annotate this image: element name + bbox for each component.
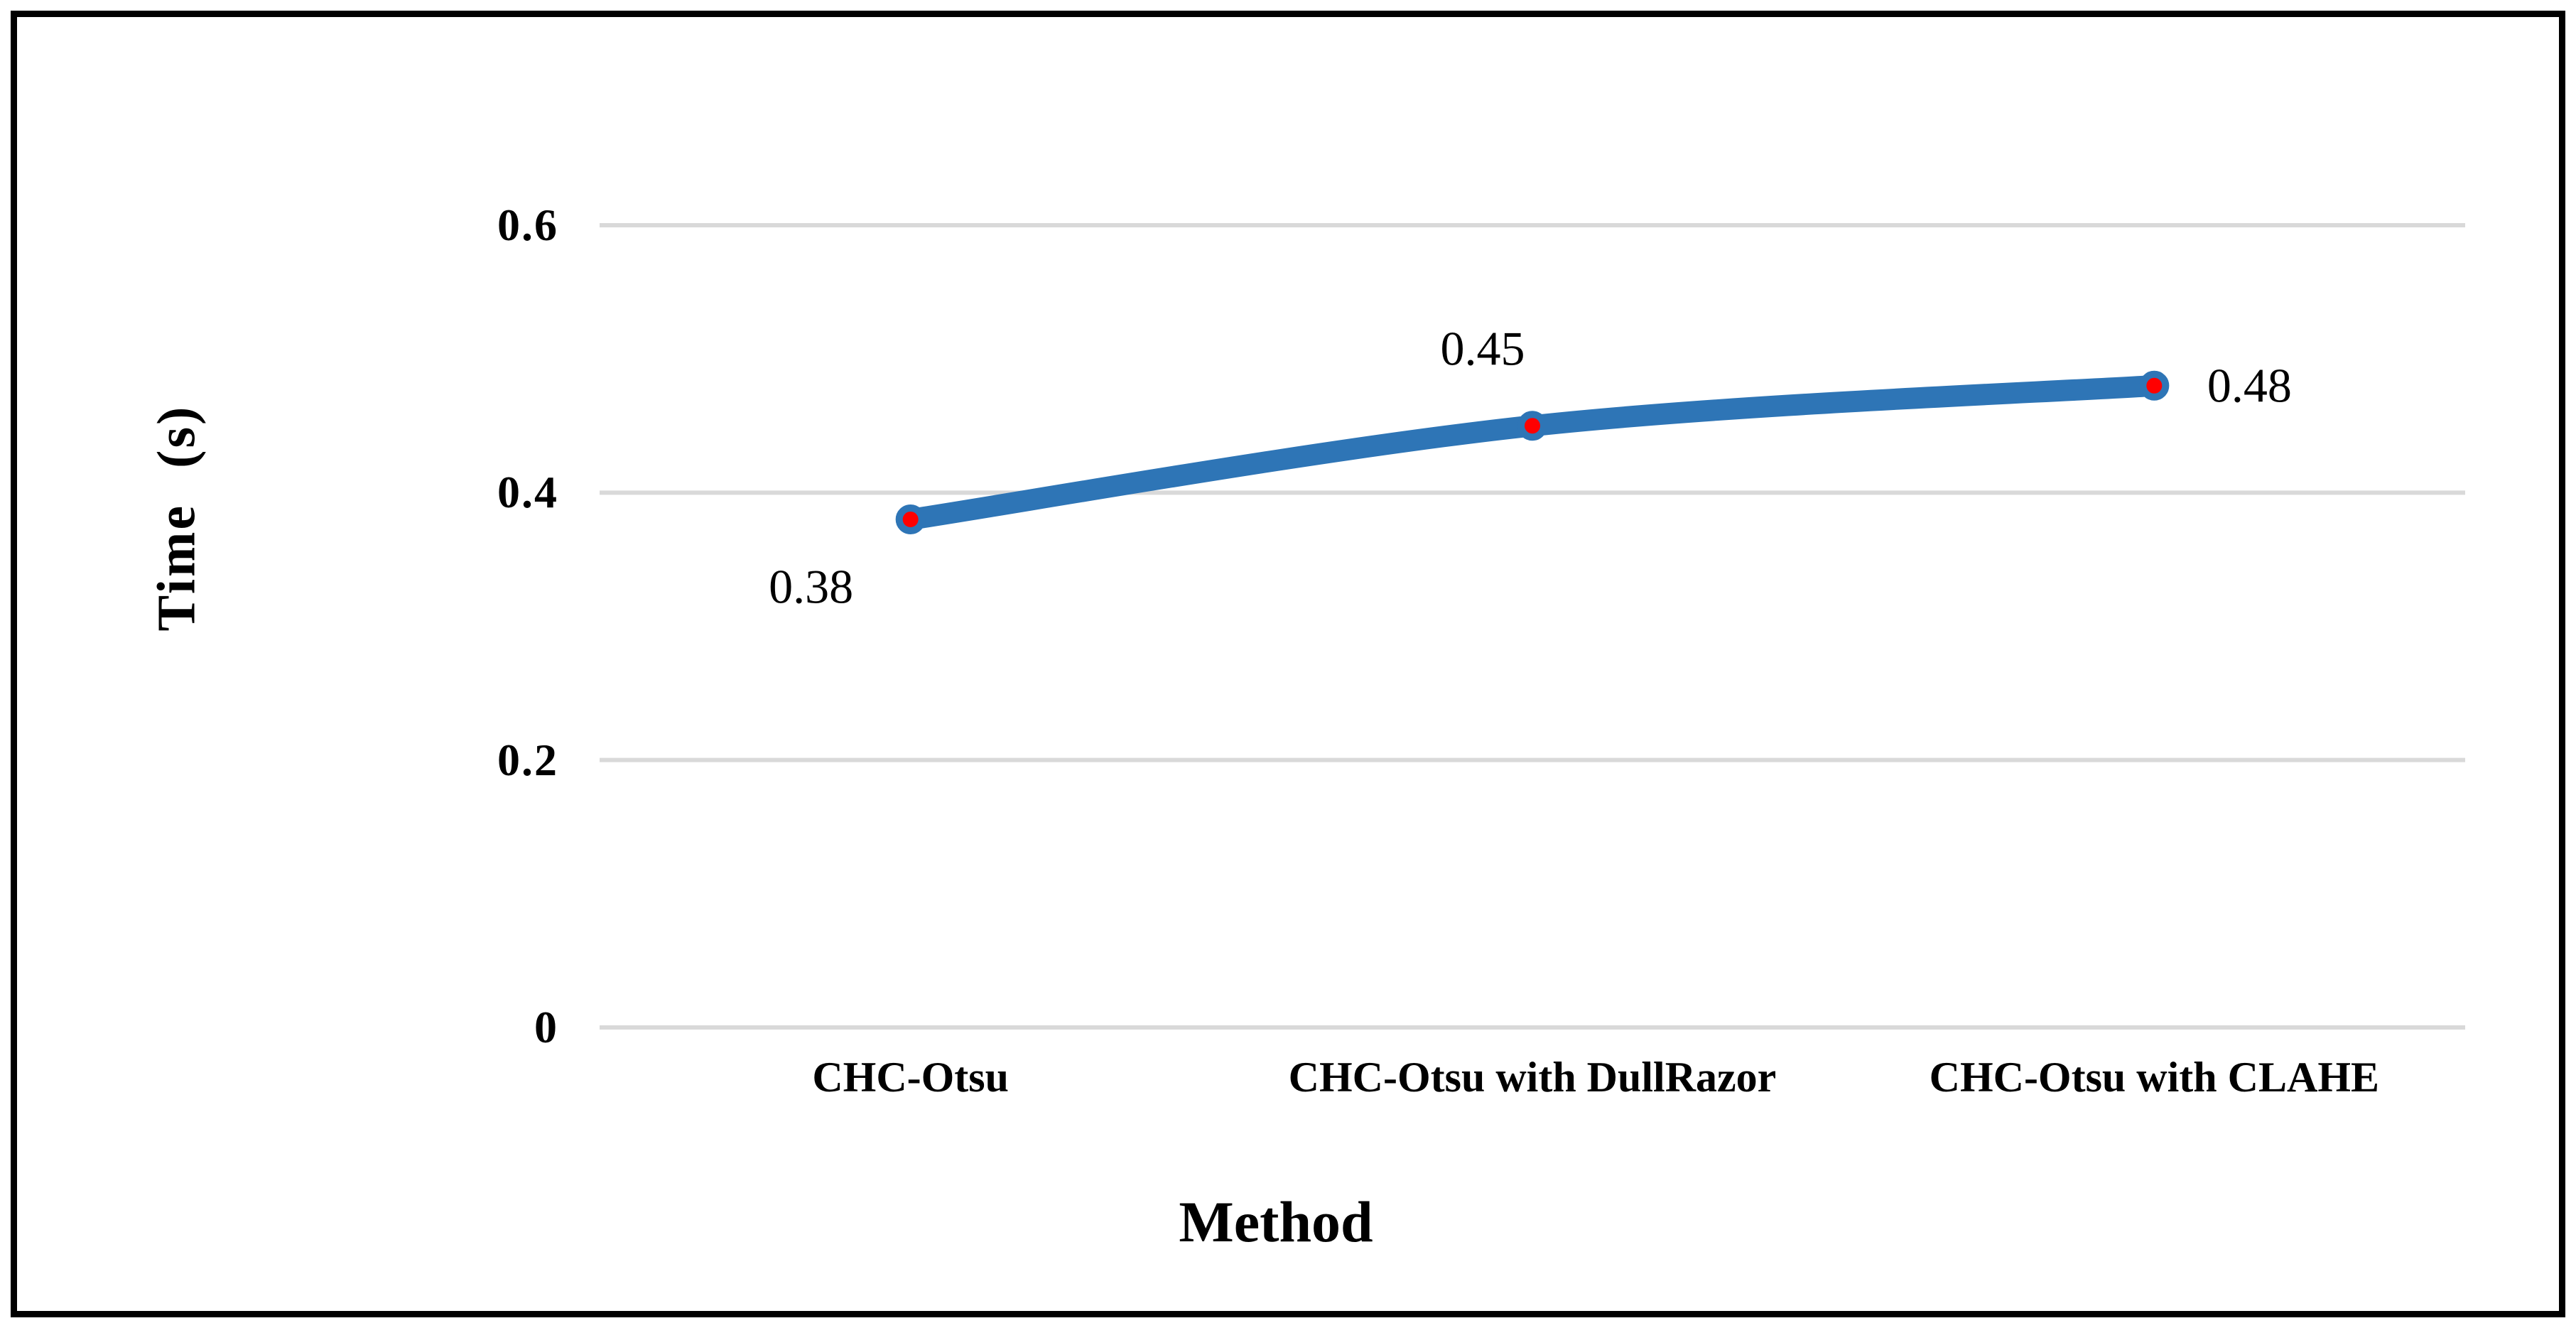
series-line [899,374,2165,530]
data-label: 0.38 [769,559,854,614]
x-category-label: CHC-Otsu [812,1054,1009,1101]
data-point-marker [1517,411,1547,441]
y-tick-label: 0.6 [497,200,558,250]
chart-frame: 0 0.2 0.4 0.6 CHC-Otsu CHC-Otsu with DullRaz… [11,11,2565,1317]
data-label: 0.45 [1440,321,1525,376]
x-category-label: CHC-Otsu with CLAHE [1929,1054,2380,1101]
x-category-label: CHC-Otsu with DullRazor [1288,1054,1777,1101]
y-tick-label: 0 [534,1002,558,1052]
time-vs-method-line-chart: 0 0.2 0.4 0.6 CHC-Otsu CHC-Otsu with DullRaz… [17,17,2559,1311]
plot-area [600,223,2465,1030]
y-tick-label: 0.2 [497,734,558,785]
data-point-marker [2139,370,2170,401]
data-point-marker [895,504,926,534]
x-axis-title: Method [1179,1189,1373,1254]
y-axis-title: Time (s) [146,404,207,632]
y-tick-label: 0.4 [497,467,558,518]
data-label: 0.48 [2207,358,2292,413]
